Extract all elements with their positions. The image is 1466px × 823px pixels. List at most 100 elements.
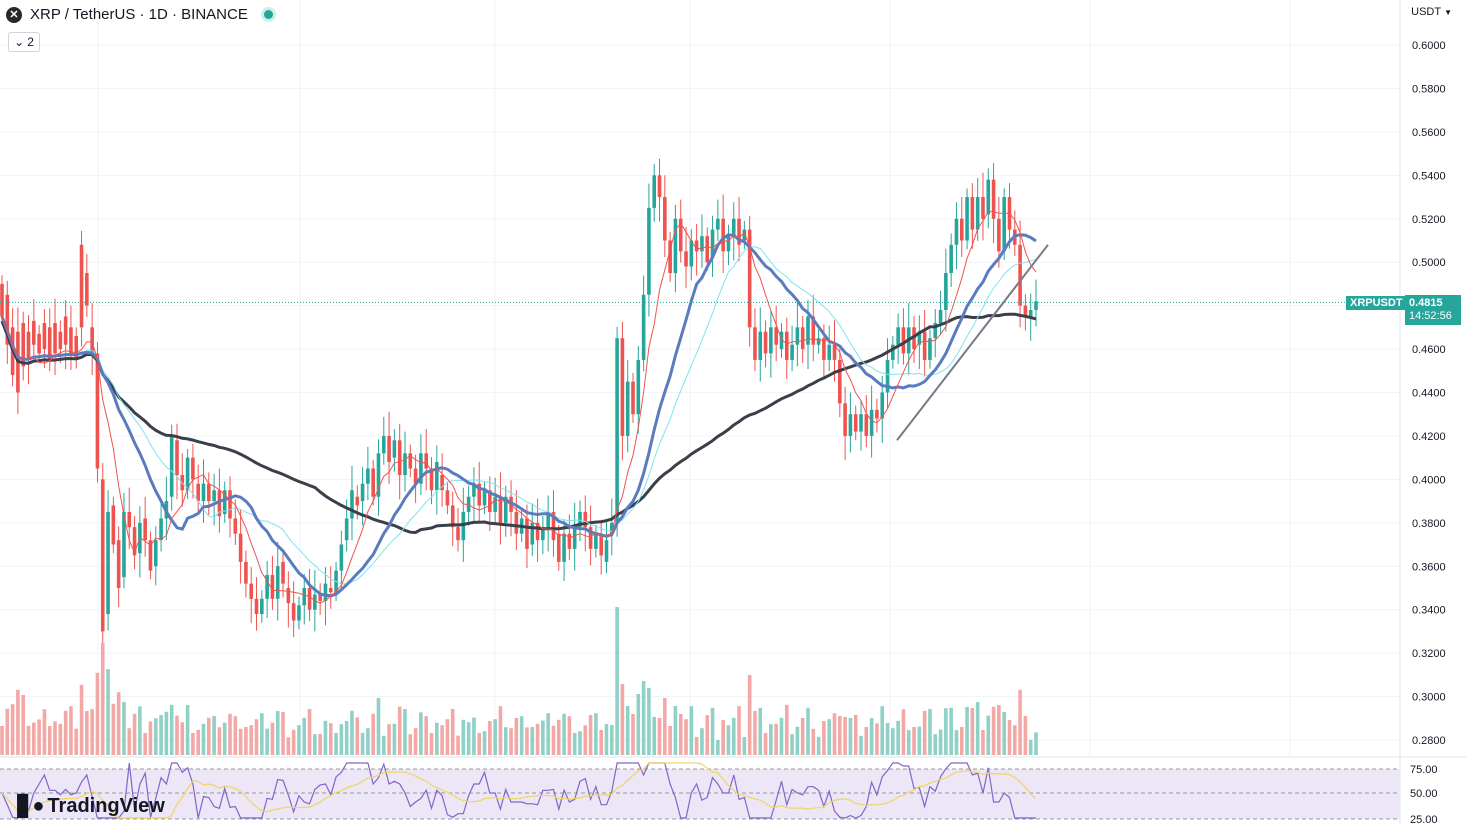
volume-bar xyxy=(530,727,535,755)
candle-body xyxy=(403,453,407,476)
volume-bar xyxy=(424,716,429,755)
candle-body xyxy=(954,218,959,245)
candle-body xyxy=(556,533,561,562)
candle-body xyxy=(153,540,158,567)
candle-body xyxy=(938,309,943,323)
candle-body xyxy=(588,527,593,549)
candle-body xyxy=(307,587,312,610)
ma-mid-line xyxy=(0,233,1037,598)
volume-bar xyxy=(450,709,455,755)
candle-body xyxy=(583,511,588,528)
volume-bar xyxy=(859,735,863,755)
candle-body xyxy=(864,414,869,436)
volume-bar xyxy=(853,714,858,755)
tradingview-logo[interactable]: ▐▌● TradingView xyxy=(10,795,165,817)
volume-bar xyxy=(620,684,625,755)
y-tick-label: 0.2800 xyxy=(1412,735,1446,747)
candle-body xyxy=(933,323,938,339)
volume-bar xyxy=(827,719,831,755)
volume-bar xyxy=(461,719,466,755)
volume-bar xyxy=(408,734,413,755)
volume-bar xyxy=(10,704,15,755)
volume-bar xyxy=(164,711,169,755)
volume-bar xyxy=(615,607,619,755)
volume-bar xyxy=(371,713,375,755)
candle-body xyxy=(1018,244,1022,306)
indicators-collapse-button[interactable]: ⌄ 2 xyxy=(8,32,40,52)
candle-body xyxy=(875,409,879,419)
candle-body xyxy=(381,435,386,454)
candle-body xyxy=(594,533,598,549)
chevron-down-icon: ⌄ xyxy=(14,35,25,49)
volume-bar xyxy=(779,717,784,755)
trend-line xyxy=(896,244,1049,441)
candle-body xyxy=(318,594,322,601)
candle-body xyxy=(366,468,370,484)
market-status-icon[interactable] xyxy=(263,10,273,19)
candle-body xyxy=(742,229,747,241)
candle-body xyxy=(705,236,710,263)
candle-body xyxy=(689,240,694,267)
candle-body xyxy=(159,518,163,541)
volume-bar xyxy=(647,688,651,755)
volume-bar xyxy=(100,643,105,755)
y-tick-label: 0.4200 xyxy=(1412,431,1446,443)
volume-bar xyxy=(238,728,243,755)
candle-body xyxy=(652,175,657,208)
volume-bar xyxy=(5,708,10,755)
volume-bar xyxy=(769,724,773,755)
candle-body xyxy=(1023,305,1028,317)
bar-countdown: 14:52:56 xyxy=(1409,310,1452,322)
candle-body xyxy=(503,496,508,523)
chart-title[interactable]: XRP / TetherUS · 1D · BINANCE xyxy=(30,6,248,23)
volume-bar xyxy=(843,717,847,755)
candle-body xyxy=(959,218,964,241)
candle-body xyxy=(95,353,100,469)
candle-body xyxy=(339,544,344,571)
volume-bar xyxy=(572,733,577,755)
volume-bar xyxy=(705,715,710,755)
volume-bar xyxy=(991,706,996,755)
candle-body xyxy=(5,294,10,345)
volume-bar xyxy=(503,727,508,755)
volume-bar xyxy=(79,684,84,755)
volume-bar xyxy=(959,727,964,755)
y-tick-label: 0.5200 xyxy=(1412,214,1446,226)
candle-body xyxy=(132,527,137,556)
candle-body xyxy=(297,605,301,621)
volume-bar xyxy=(456,735,460,755)
volume-bar xyxy=(869,718,874,755)
tradingview-logo-icon: ▐▌● xyxy=(10,795,44,817)
candle-body xyxy=(90,327,94,354)
candle-body xyxy=(450,505,455,528)
candle-body xyxy=(275,566,280,599)
currency-selector[interactable]: USDT ▼ xyxy=(1411,6,1452,18)
candle-body xyxy=(609,522,614,534)
volume-bar xyxy=(774,723,778,755)
volume-bar xyxy=(689,706,694,755)
volume-bar xyxy=(328,723,333,755)
volume-bar xyxy=(806,707,810,755)
candle-body xyxy=(546,511,550,528)
y-tick-label: 0.3600 xyxy=(1412,561,1446,573)
candle-body xyxy=(620,338,625,436)
volume-bar xyxy=(185,705,190,755)
candle-body xyxy=(758,331,763,360)
candle-body xyxy=(488,490,492,512)
volume-bar xyxy=(784,704,789,755)
volume-bar xyxy=(233,716,238,755)
volume-bar xyxy=(153,718,158,755)
volume-bar xyxy=(535,723,540,755)
volume-bar xyxy=(339,724,344,755)
volume-bar xyxy=(700,728,704,755)
candle-body xyxy=(721,218,725,252)
volume-bar xyxy=(928,709,932,755)
candle-body xyxy=(63,316,68,345)
volume-bar xyxy=(631,714,635,755)
candle-body xyxy=(196,483,200,502)
candle-body xyxy=(175,440,179,476)
candle-body xyxy=(853,414,858,432)
candle-body xyxy=(408,453,413,469)
candle-body xyxy=(800,327,805,350)
